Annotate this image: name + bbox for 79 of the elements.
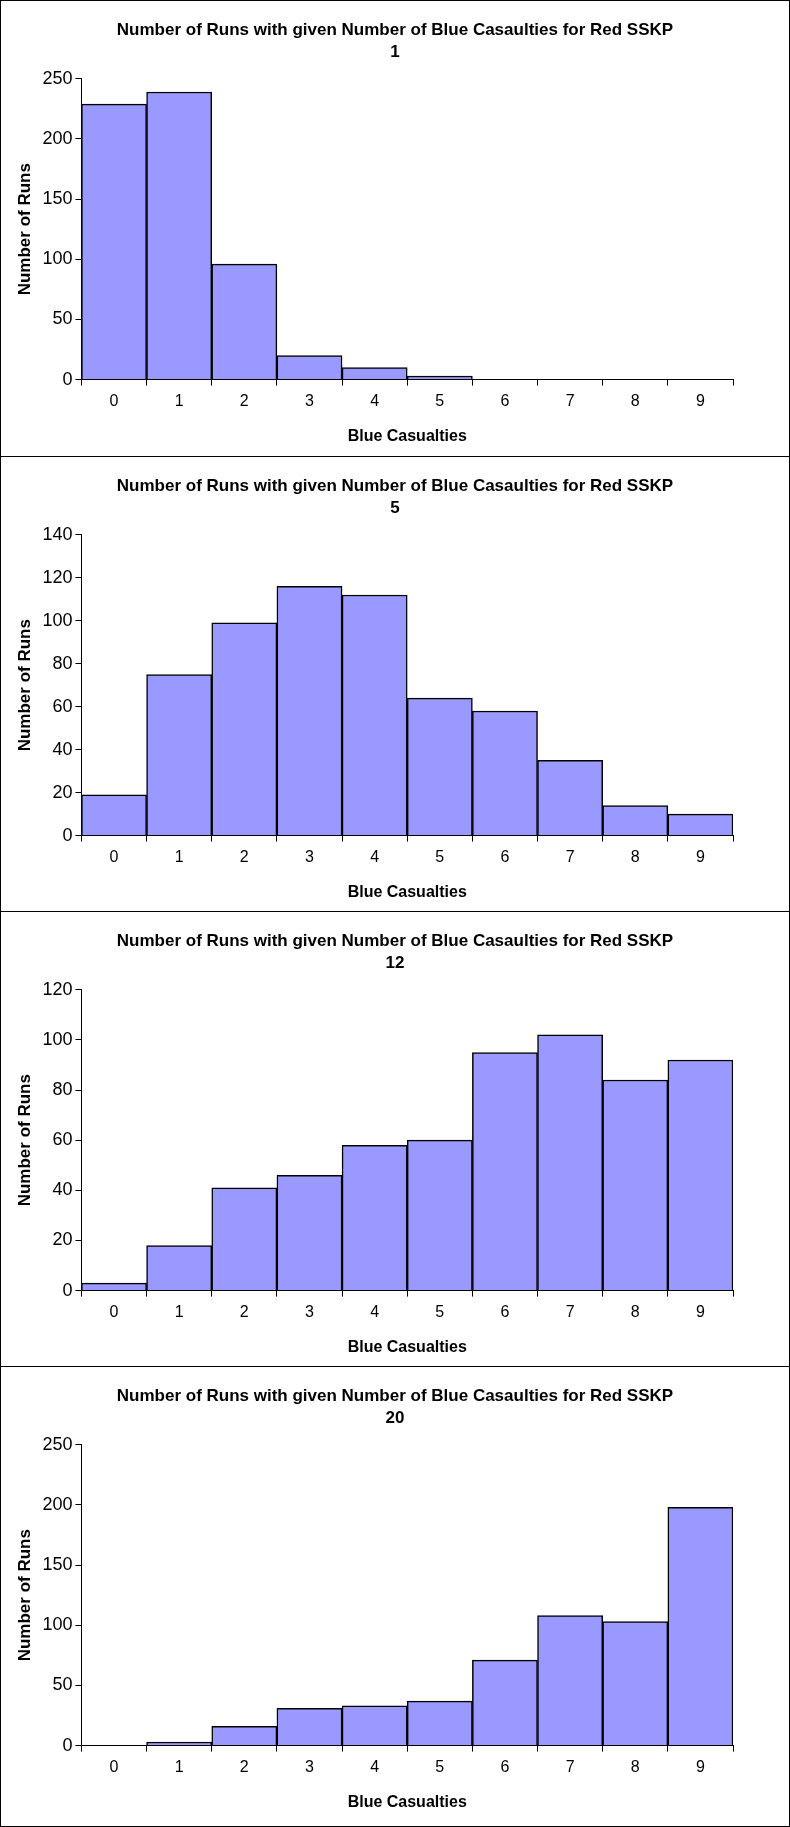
y-tick-label: 150: [42, 188, 73, 209]
x-tick-label: 6: [500, 1302, 510, 1320]
x-tick-label: 7: [565, 391, 575, 409]
x-tick-label: 0: [109, 391, 119, 409]
y-tick-label: 40: [52, 738, 73, 759]
y-axis-title: Number of Runs: [14, 1529, 34, 1662]
y-tick-label: 120: [42, 566, 73, 587]
x-tick-label: 7: [565, 847, 575, 865]
y-tick-label: 60: [52, 695, 73, 716]
y-tick-label: 100: [42, 609, 73, 630]
y-tick-label: 200: [42, 127, 73, 148]
y-axis-title: Number of Runs: [14, 619, 34, 752]
x-tick-label: 0: [109, 1302, 119, 1320]
y-tick-label: 0: [62, 368, 73, 389]
y-tick-label: 100: [42, 1028, 73, 1049]
x-tick-label: 4: [370, 1757, 380, 1775]
x-axis-title: Blue Casualties: [347, 1337, 467, 1355]
x-tick-label: 4: [370, 847, 380, 865]
x-tick-label: 0: [109, 1757, 119, 1775]
x-tick-label: 8: [630, 847, 640, 865]
y-tick-label: 100: [42, 1614, 73, 1635]
x-tick-label: 3: [305, 847, 315, 865]
x-tick-label: 9: [695, 1302, 705, 1320]
x-tick-label: 8: [630, 391, 640, 409]
x-tick-label: 2: [239, 1757, 249, 1775]
x-tick-label: 1: [174, 847, 184, 865]
y-tick-label: 60: [52, 1129, 73, 1150]
chart-title: Number of Runs with given Number of Blue Casaulties for Red SSKP 5: [115, 475, 675, 519]
x-tick-label: 7: [565, 1302, 575, 1320]
x-tick-label: 3: [305, 1302, 315, 1320]
y-tick-label: 50: [52, 308, 73, 329]
x-tick-label: 5: [435, 391, 445, 409]
y-tick-label: 80: [52, 652, 73, 673]
x-tick-label: 2: [239, 1302, 249, 1320]
y-axis-title: Number of Runs: [14, 1074, 34, 1207]
x-tick-label: 8: [630, 1757, 640, 1775]
x-tick-label: 6: [500, 847, 510, 865]
y-tick-label: 140: [42, 523, 73, 544]
y-tick-label: 0: [62, 1734, 73, 1755]
y-tick-label: 250: [42, 1433, 73, 1454]
x-tick-label: 4: [370, 391, 380, 409]
y-tick-label: 250: [42, 67, 73, 88]
y-tick-label: 200: [42, 1493, 73, 1514]
x-tick-label: 3: [305, 391, 315, 409]
x-tick-label: 8: [630, 1302, 640, 1320]
chart-title: Number of Runs with given Number of Blue Casaulties for Red SSKP 20: [115, 1385, 675, 1429]
x-tick-label: 7: [565, 1757, 575, 1775]
y-tick-label: 20: [52, 1229, 73, 1250]
x-tick-label: 2: [239, 847, 249, 865]
y-tick-label: 50: [52, 1674, 73, 1695]
x-tick-label: 5: [435, 847, 445, 865]
x-tick-label: 1: [174, 1302, 184, 1320]
y-tick-label: 120: [42, 978, 73, 999]
x-tick-label: 5: [435, 1302, 445, 1320]
x-tick-label: 6: [500, 1757, 510, 1775]
x-axis-title: Blue Casualties: [347, 426, 467, 444]
x-axis-title: Blue Casualties: [347, 1792, 467, 1810]
x-tick-label: 2: [239, 391, 249, 409]
x-tick-label: 4: [370, 1302, 380, 1320]
x-tick-label: 3: [305, 1757, 315, 1775]
x-tick-label: 9: [695, 1757, 705, 1775]
x-tick-label: 6: [500, 391, 510, 409]
x-tick-label: 1: [174, 391, 184, 409]
y-tick-label: 0: [62, 824, 73, 845]
x-tick-label: 9: [695, 847, 705, 865]
y-tick-label: 80: [52, 1079, 73, 1100]
x-tick-label: 5: [435, 1757, 445, 1775]
y-tick-label: 150: [42, 1554, 73, 1575]
chart-title: Number of Runs with given Number of Blue Casaulties for Red SSKP 1: [115, 19, 675, 63]
x-axis-title: Blue Casualties: [347, 882, 467, 900]
x-tick-label: 0: [109, 847, 119, 865]
y-tick-label: 40: [52, 1179, 73, 1200]
y-axis-title: Number of Runs: [14, 163, 34, 296]
x-tick-label: 9: [695, 391, 705, 409]
y-tick-label: 100: [42, 248, 73, 269]
y-tick-label: 0: [62, 1279, 73, 1300]
chart-title: Number of Runs with given Number of Blue Casaulties for Red SSKP 12: [115, 930, 675, 974]
y-tick-label: 20: [52, 781, 73, 802]
x-tick-label: 1: [174, 1757, 184, 1775]
